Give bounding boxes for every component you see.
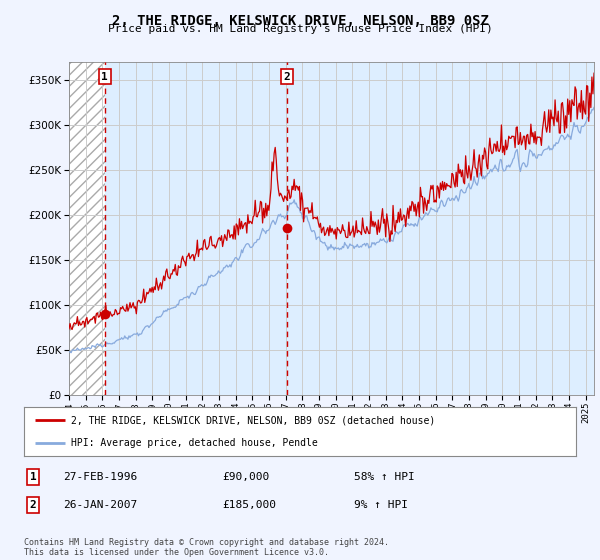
Text: 2: 2 xyxy=(283,72,290,82)
Text: 1: 1 xyxy=(101,72,108,82)
Text: 27-FEB-1996: 27-FEB-1996 xyxy=(63,472,137,482)
Text: 1: 1 xyxy=(29,472,37,482)
Text: 26-JAN-2007: 26-JAN-2007 xyxy=(63,500,137,510)
Text: £90,000: £90,000 xyxy=(222,472,269,482)
Text: 2: 2 xyxy=(29,500,37,510)
Text: 9% ↑ HPI: 9% ↑ HPI xyxy=(354,500,408,510)
Text: Price paid vs. HM Land Registry's House Price Index (HPI): Price paid vs. HM Land Registry's House … xyxy=(107,24,493,34)
Text: Contains HM Land Registry data © Crown copyright and database right 2024.
This d: Contains HM Land Registry data © Crown c… xyxy=(24,538,389,557)
Text: £185,000: £185,000 xyxy=(222,500,276,510)
Text: 2, THE RIDGE, KELSWICK DRIVE, NELSON, BB9 0SZ (detached house): 2, THE RIDGE, KELSWICK DRIVE, NELSON, BB… xyxy=(71,416,435,426)
Text: 58% ↑ HPI: 58% ↑ HPI xyxy=(354,472,415,482)
Text: HPI: Average price, detached house, Pendle: HPI: Average price, detached house, Pend… xyxy=(71,438,317,448)
Bar xyxy=(69,62,105,395)
Text: 2, THE RIDGE, KELSWICK DRIVE, NELSON, BB9 0SZ: 2, THE RIDGE, KELSWICK DRIVE, NELSON, BB… xyxy=(112,14,488,28)
